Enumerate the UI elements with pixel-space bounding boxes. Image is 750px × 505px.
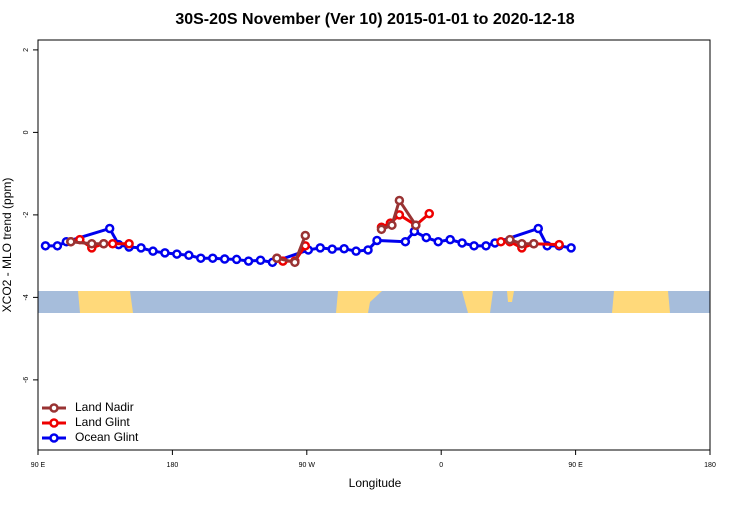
point [372, 235, 382, 246]
point [457, 238, 467, 248]
point [40, 241, 51, 251]
y-tick-label: -4 [23, 294, 30, 300]
point [315, 243, 325, 253]
map-strip [38, 291, 710, 313]
y-tick-label: 2 [23, 48, 30, 52]
x-tick-label: 90 E [31, 462, 46, 469]
x-axis-label: Longitude [349, 476, 402, 490]
legend-marker [49, 403, 59, 413]
point [481, 241, 491, 251]
point [387, 220, 397, 230]
point [394, 195, 405, 206]
y-tick-label: 0 [23, 130, 30, 134]
point [339, 243, 349, 254]
land-shape [78, 291, 133, 313]
point [469, 241, 479, 251]
legend-label: Land Nadir [75, 400, 134, 414]
point [124, 239, 134, 249]
point [160, 248, 170, 258]
point [231, 254, 242, 265]
y-tick-label: -6 [23, 377, 30, 383]
point [411, 220, 421, 230]
point [243, 256, 254, 266]
x-tick-label: 90 W [299, 462, 316, 469]
legend-marker [49, 418, 59, 428]
point [424, 208, 435, 219]
point [255, 255, 266, 266]
point [327, 244, 337, 254]
land-shape [336, 291, 382, 313]
point [290, 257, 300, 268]
point [272, 253, 282, 263]
point [300, 230, 311, 241]
point [433, 236, 443, 247]
point [400, 236, 411, 247]
point [148, 246, 158, 256]
point [529, 239, 539, 249]
point [172, 249, 182, 259]
ocean-band [38, 291, 710, 313]
point [87, 239, 97, 249]
x-tick-label: 0 [439, 462, 443, 469]
point [351, 246, 361, 256]
land-shape [507, 291, 514, 302]
point [136, 243, 146, 253]
point [52, 241, 63, 251]
point [66, 236, 76, 247]
point [107, 239, 118, 249]
point [445, 234, 455, 245]
point [505, 234, 515, 245]
y-axis-label: XCO2 - MLO trend (ppm) [0, 178, 14, 313]
legend-marker [49, 433, 59, 443]
point [363, 245, 373, 255]
point [207, 253, 218, 263]
point [421, 232, 432, 243]
legend-label: Ocean Glint [75, 430, 139, 444]
point [376, 224, 387, 235]
point [533, 223, 544, 234]
chart-title: 30S-20S November (Ver 10) 2015-01-01 to … [175, 11, 574, 28]
land-shape [462, 291, 493, 313]
legend-label: Land Glint [75, 415, 130, 429]
point [219, 254, 230, 264]
point [184, 250, 194, 261]
series-line [70, 212, 560, 263]
point [566, 243, 576, 253]
y-tick-label: -2 [23, 212, 30, 218]
point [554, 239, 564, 250]
x-tick-label: 180 [704, 462, 716, 469]
point [496, 236, 506, 247]
point [517, 239, 527, 249]
point [196, 253, 206, 263]
point [104, 223, 115, 234]
plot-frame [37, 39, 711, 451]
x-tick-label: 90 E [568, 462, 583, 469]
x-tick-label: 180 [167, 462, 179, 469]
land-shape [612, 291, 670, 313]
point [98, 239, 109, 249]
